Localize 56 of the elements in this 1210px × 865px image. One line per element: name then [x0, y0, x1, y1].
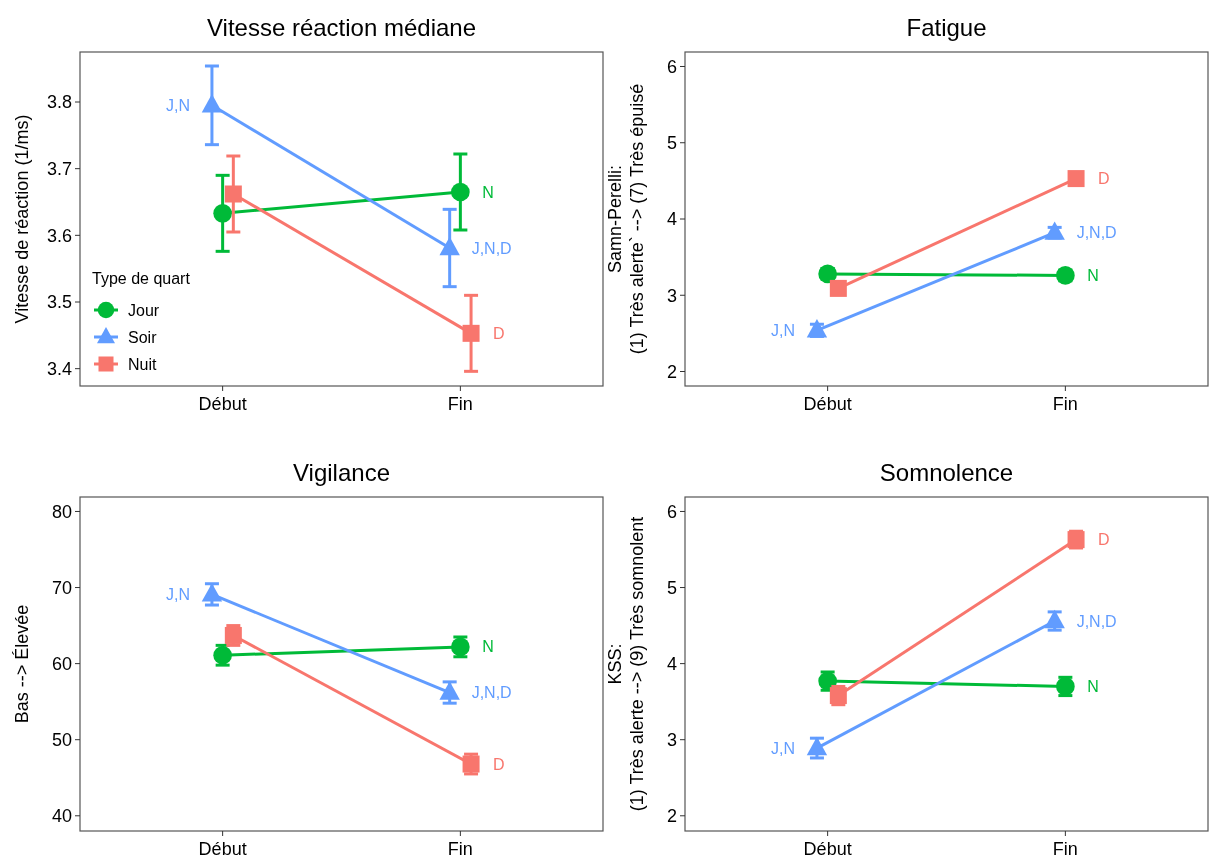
legend-label: Soir: [128, 328, 158, 346]
annotation: J,N,D: [1076, 224, 1117, 242]
legend-title: Type de quart: [92, 270, 191, 287]
y-axis-title: Samn-Perelli: (1) Très alerte` --> (7) Très épuisé: [605, 83, 647, 355]
chart-title: Fatigue: [906, 14, 987, 41]
annotation: J,N: [770, 739, 795, 757]
y-tick-label: 50: [51, 730, 72, 750]
y-tick-label: 2: [666, 361, 677, 382]
chart-title: Vitesse réaction médiane: [206, 14, 477, 41]
chart-title: Somnolence: [879, 459, 1014, 486]
y-tick-label: 4: [666, 209, 677, 230]
annotation: D: [493, 324, 505, 342]
y-tick-label: 3.7: [46, 158, 72, 179]
annotation: J,N: [165, 585, 190, 603]
annotation: N: [482, 638, 494, 656]
legend-label: Nuit: [128, 355, 158, 373]
x-tick-label: Début: [803, 394, 852, 414]
chart-title: Vigilance: [293, 459, 390, 486]
annotation: D: [1098, 531, 1110, 549]
x-tick-label: Début: [198, 394, 247, 414]
y-tick-label: 40: [51, 806, 72, 827]
annotation: J,N,D: [471, 684, 512, 702]
y-tick-label: 60: [51, 653, 72, 674]
y-tick-label: 80: [51, 501, 72, 522]
annotation: D: [493, 755, 505, 773]
y-axis-title: Vitesse de réaction (1/ms): [12, 114, 32, 324]
y-axis-title: Bas --> Élevée: [12, 604, 32, 724]
y-tick-label: 70: [51, 577, 72, 598]
y-tick-label: 3.6: [46, 225, 72, 246]
annotation: D: [1098, 170, 1110, 188]
y-tick-label: 2: [666, 806, 677, 827]
legend-label: Jour: [128, 301, 160, 319]
x-tick-label: Début: [803, 839, 852, 859]
x-tick-label: Fin: [447, 394, 473, 414]
y-tick-label: 4: [666, 653, 677, 674]
y-tick-label: 3.8: [46, 92, 72, 113]
x-tick-label: Fin: [1052, 839, 1078, 859]
y-tick-label: 5: [666, 577, 677, 598]
annotation: J,N,D: [1076, 612, 1117, 630]
annotation: J,N: [770, 321, 795, 339]
annotation: J,N,D: [471, 239, 512, 257]
x-tick-label: Fin: [447, 839, 473, 859]
y-tick-label: 3.4: [46, 358, 72, 379]
annotation: N: [1087, 267, 1099, 285]
annotation: J,N: [165, 96, 190, 114]
annotation: N: [482, 183, 494, 201]
y-tick-label: 6: [666, 56, 677, 77]
y-tick-label: 6: [666, 501, 677, 522]
annotation: N: [1087, 678, 1099, 696]
x-tick-label: Début: [198, 839, 247, 859]
y-axis-title: KSS: (1) Très alerte --> (9) Très somnolent: [605, 516, 647, 812]
y-tick-label: 3: [666, 285, 677, 306]
x-tick-label: Fin: [1052, 394, 1078, 414]
y-tick-label: 5: [666, 133, 677, 154]
y-tick-label: 3: [666, 730, 677, 750]
y-tick-label: 3.5: [46, 292, 72, 313]
